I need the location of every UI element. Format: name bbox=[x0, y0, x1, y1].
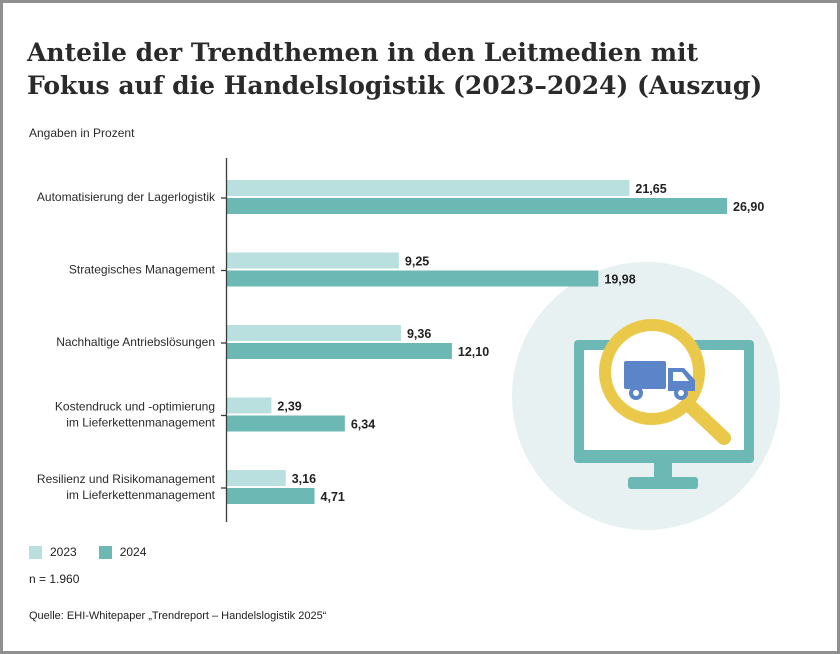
category-label: Strategisches Management bbox=[69, 263, 216, 277]
category-label: Resilienz und Risikomanagement im Lieferk… bbox=[37, 472, 216, 502]
illustration bbox=[512, 262, 780, 530]
category-axis: Automatisierung der Lagerlogistik Strateg… bbox=[37, 158, 228, 522]
truck-icon bbox=[624, 361, 695, 400]
data-label-2023: 9,36 bbox=[407, 327, 431, 341]
bar-2023 bbox=[227, 180, 630, 196]
data-label-2024: 4,71 bbox=[321, 490, 345, 504]
data-label-2023: 9,25 bbox=[405, 255, 429, 269]
legend-swatch-2023 bbox=[29, 545, 42, 559]
category-label: Nachhaltige Antriebslösungen bbox=[56, 335, 215, 349]
bar-2024 bbox=[227, 270, 599, 287]
category-label-line: im Lieferkettenmanagement bbox=[66, 488, 215, 502]
bar-2023 bbox=[227, 397, 272, 414]
category-label-line: Automatisierung der Lagerlogistik bbox=[37, 190, 216, 204]
legend-label-2023: 2023 bbox=[50, 545, 77, 559]
bar-2023 bbox=[227, 470, 286, 486]
data-label-2024: 6,34 bbox=[351, 418, 375, 432]
data-label-2024: 19,98 bbox=[604, 273, 635, 287]
bar-2024 bbox=[227, 415, 345, 432]
legend: 2023 2024 bbox=[29, 545, 168, 559]
bar-2024 bbox=[227, 198, 727, 214]
category-label-line: Nachhaltige Antriebslösungen bbox=[56, 335, 215, 349]
category-label: Automatisierung der Lagerlogistik bbox=[37, 190, 216, 204]
data-label-2024: 12,10 bbox=[458, 345, 489, 359]
legend-item-2023: 2023 bbox=[29, 545, 77, 559]
bar-2023 bbox=[227, 252, 399, 269]
bars-layer: 21,65 26,90 9,25 19,98 9,36 12,10 2,39 6,34 3,16… bbox=[227, 180, 764, 504]
legend-swatch-2024 bbox=[98, 545, 112, 559]
data-label-2023: 2,39 bbox=[277, 400, 301, 414]
source-note: Quelle: EHI-Whitepaper „Trendreport – Ha… bbox=[29, 610, 327, 622]
unit-note: Angaben in Prozent bbox=[29, 126, 135, 140]
legend-item-2024: 2024 bbox=[98, 545, 147, 559]
category-label-line: Resilienz und Risikomanagement bbox=[37, 472, 216, 486]
chart-title: Anteile der Trendthemen in den Leitmedie… bbox=[27, 38, 763, 100]
data-label-2024: 26,90 bbox=[733, 200, 764, 214]
bar-2023 bbox=[227, 325, 401, 341]
legend-label-2024: 2024 bbox=[119, 545, 147, 559]
category-label-line: Strategisches Management bbox=[69, 263, 216, 277]
data-label-2023: 21,65 bbox=[635, 182, 666, 196]
sample-size-note: n = 1.960 bbox=[29, 572, 80, 586]
bar-2024 bbox=[227, 488, 315, 504]
data-label-2023: 3,16 bbox=[292, 472, 316, 486]
category-label: Kostendruck und -optimierung im Lieferket… bbox=[55, 400, 216, 430]
category-label-line: im Lieferkettenmanagement bbox=[66, 416, 215, 430]
bar-2024 bbox=[227, 343, 452, 359]
category-label-line: Kostendruck und -optimierung bbox=[55, 400, 215, 414]
